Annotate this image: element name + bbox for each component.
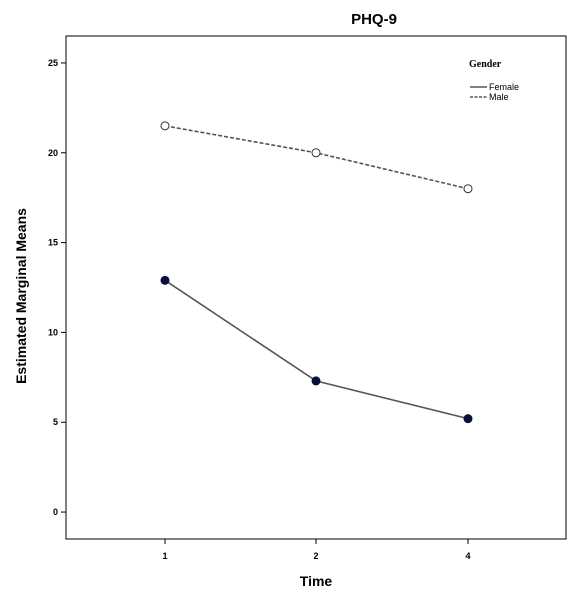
x-axis-ticks: 1 2 4: [162, 539, 471, 561]
y-tick-label: 20: [48, 148, 58, 158]
legend-label-male: Male: [489, 92, 509, 102]
legend-title: Gender: [469, 59, 502, 70]
data-point-female: [160, 275, 170, 285]
y-tick-label: 10: [48, 327, 58, 337]
data-point-female: [463, 414, 473, 424]
y-tick-label: 5: [53, 417, 58, 427]
y-axis-label: Estimated Marginal Means: [13, 208, 29, 384]
y-tick-label: 25: [48, 58, 58, 68]
x-tick-label: 4: [465, 551, 470, 561]
data-point-male: [160, 121, 170, 131]
chart-title: PHQ-9: [351, 11, 397, 28]
y-tick-label: 15: [48, 238, 58, 248]
x-axis-label: Time: [300, 573, 333, 589]
legend-label-female: Female: [489, 82, 519, 92]
y-axis-ticks: 0 5 10 15 20 25: [48, 58, 66, 517]
plot-area: [65, 35, 567, 540]
data-point-female: [311, 376, 321, 386]
y-tick-label: 0: [53, 507, 58, 517]
x-tick-label: 1: [162, 551, 167, 561]
data-point-male: [463, 184, 473, 194]
series-points: [160, 121, 473, 424]
data-point-male: [311, 148, 321, 158]
x-tick-label: 2: [313, 551, 318, 561]
